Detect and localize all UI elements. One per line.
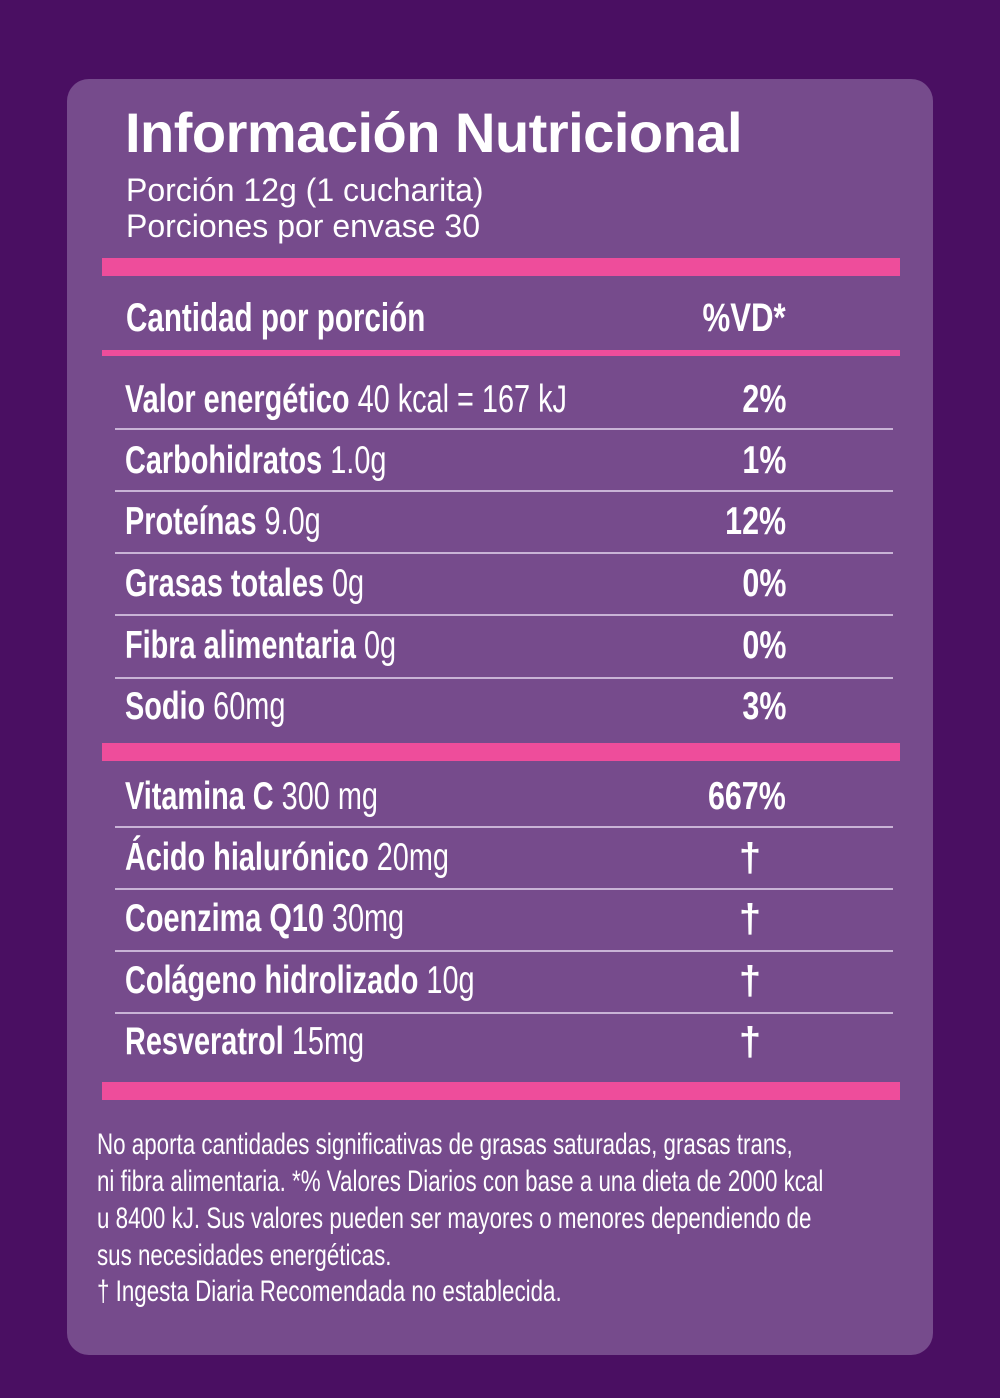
nutrient-row: Ácido hialurónico 20mg — [125, 836, 449, 880]
nutrient-row: Valor energético 40 kcal = 167 kJ — [125, 378, 567, 422]
divider-bar — [102, 350, 900, 356]
nutrient-name: Valor energético — [125, 378, 350, 421]
label-title: Información Nutricional — [125, 101, 743, 164]
nutrient-amount: 10g — [426, 959, 475, 1002]
serving-size: Porción 12g (1 cucharita) — [126, 172, 484, 208]
nutrient-amount: 1.0g — [330, 439, 387, 482]
footnote-line: ni fibra alimentaria. *% Valores Diarios… — [97, 1165, 824, 1198]
nutrient-amount: 30mg — [331, 897, 405, 940]
nutrient-row: Proteínas 9.0g — [125, 500, 321, 544]
nutrient-amount: 0g — [331, 562, 365, 605]
nutrient-amount: 300 mg — [281, 775, 378, 818]
row-divider — [115, 614, 893, 616]
nutrient-name: Proteínas — [125, 500, 257, 543]
nutrient-row: Carbohidratos 1.0g — [125, 439, 386, 483]
nutrient-dv: 1% — [742, 439, 786, 482]
nutrient-dv: 12% — [725, 500, 786, 543]
nutrient-row: Coenzima Q10 30mg — [125, 897, 404, 941]
nutrient-row: Sodio 60mg — [125, 685, 285, 729]
nutrient-name: Ácido hialurónico — [125, 836, 369, 879]
nutrient-row: Resveratrol 15mg — [125, 1020, 364, 1064]
dagger-mark: † — [738, 897, 762, 941]
footnote-line: sus necesidades energéticas. — [97, 1239, 392, 1272]
nutrient-dv: 2% — [742, 378, 786, 421]
nutrient-dv: 0% — [742, 624, 786, 667]
row-divider — [115, 950, 893, 952]
dagger-mark: † — [738, 836, 762, 880]
nutrient-amount: 40 kcal = 167 kJ — [357, 378, 567, 421]
footnote-line: u 8400 kJ. Sus valores pueden ser mayore… — [97, 1202, 812, 1235]
divider-bar — [102, 1082, 900, 1100]
row-divider — [115, 428, 893, 430]
divider-bar — [102, 258, 900, 276]
row-divider — [115, 826, 893, 828]
nutrient-amount: 20mg — [376, 836, 449, 879]
footnote-line: No aporta cantidades significativas de g… — [97, 1128, 793, 1161]
nutrient-name: Sodio — [125, 685, 206, 728]
row-divider — [115, 677, 893, 679]
nutrient-name: Grasas totales — [125, 562, 324, 605]
nutrient-name: Resveratrol — [125, 1020, 284, 1063]
footnote-line: † Ingesta Diaria Recomendada no establec… — [97, 1275, 562, 1308]
row-divider — [115, 552, 893, 554]
nutrient-name: Coenzima Q10 — [125, 897, 324, 940]
nutrient-amount: 60mg — [213, 685, 286, 728]
header-dv: %VD* — [702, 296, 786, 340]
nutrient-row: Fibra alimentaria 0g — [125, 624, 396, 668]
nutrient-name: Vitamina C — [125, 775, 274, 818]
nutrient-row: Grasas totales 0g — [125, 562, 364, 606]
nutrient-row: Vitamina C 300 mg — [125, 775, 378, 819]
header-amount: Cantidad por porción — [126, 296, 426, 340]
nutrient-amount: 15mg — [291, 1020, 365, 1063]
nutrient-name: Colágeno hidrolizado — [125, 959, 419, 1002]
row-divider — [115, 1012, 893, 1014]
nutrient-row: Colágeno hidrolizado 10g — [125, 959, 475, 1003]
nutrient-dv: 3% — [742, 685, 786, 728]
nutrient-name: Fibra alimentaria — [125, 624, 356, 667]
dagger-mark: † — [738, 1020, 762, 1064]
nutrient-name: Carbohidratos — [125, 439, 323, 482]
dagger-mark: † — [738, 959, 762, 1003]
nutrient-dv: 0% — [742, 562, 786, 605]
nutrient-dv: 667% — [708, 775, 786, 818]
divider-bar — [102, 743, 900, 761]
nutrition-panel — [67, 79, 933, 1355]
servings-per-container: Porciones por envase 30 — [126, 208, 480, 244]
row-divider — [115, 888, 893, 890]
nutrient-amount: 9.0g — [264, 500, 321, 543]
row-divider — [115, 490, 893, 492]
nutrient-amount: 0g — [363, 624, 397, 667]
